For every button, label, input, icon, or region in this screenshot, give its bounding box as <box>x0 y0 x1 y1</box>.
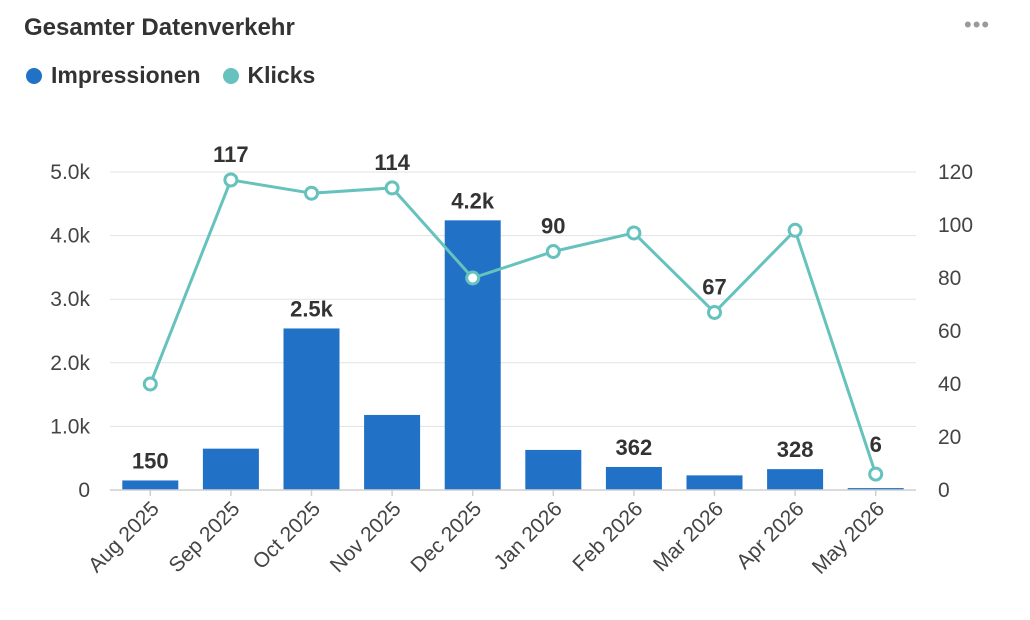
y-left-tick-label: 5.0k <box>50 161 90 184</box>
clicks-point-mar-2026[interactable] <box>707 304 722 320</box>
clicks-point-jan-2026[interactable] <box>545 244 561 259</box>
clicks-point-feb-2026[interactable] <box>626 225 642 241</box>
y-left-tick-label: 4.0k <box>50 225 90 248</box>
y-left-tick-label: 2.0k <box>50 352 90 375</box>
x-tick-label: May 2026 <box>808 497 889 578</box>
x-tick-label: Nov 2025 <box>326 497 406 577</box>
clicks-data-label: 114 <box>374 150 410 175</box>
y-right-tick-label: 60 <box>938 320 961 343</box>
bar-feb-2026[interactable] <box>605 466 662 490</box>
y-left-tick-label: 0 <box>78 479 90 502</box>
legend-label-impressions: Impressionen <box>51 62 201 88</box>
legend-item-impressions[interactable]: Impressionen <box>26 62 201 89</box>
clicks-data-label: 117 <box>213 142 249 167</box>
bar-sep-2025[interactable] <box>202 448 259 490</box>
bar-nov-2025[interactable] <box>364 414 421 490</box>
y-left-tick-label: 3.0k <box>50 288 90 311</box>
x-tick-label: Dec 2025 <box>406 497 486 577</box>
y-right-tick-label: 100 <box>938 214 973 237</box>
x-tick-label: Mar 2026 <box>649 497 728 576</box>
bar-apr-2026[interactable] <box>767 469 824 490</box>
clicks-point-oct-2025[interactable] <box>304 185 319 201</box>
x-tick-label: Aug 2025 <box>84 497 164 577</box>
bar-may-2026[interactable] <box>847 488 904 490</box>
clicks-point-may-2026[interactable] <box>868 466 884 482</box>
bar-data-label: 362 <box>616 435 653 460</box>
clicks-line <box>148 178 878 475</box>
y-right-tick-label: 120 <box>938 161 973 184</box>
bar-data-label: 328 <box>777 437 814 462</box>
clicks-data-label: 67 <box>702 274 726 299</box>
clicks-data-label: 6 <box>870 432 882 457</box>
more-options-icon[interactable]: ••• <box>964 12 991 37</box>
x-tick-label: Jan 2026 <box>489 497 566 574</box>
legend: Impressionen Klicks <box>26 62 315 89</box>
y-left-tick-label: 1.0k <box>50 415 90 438</box>
bar-aug-2025[interactable] <box>122 480 179 490</box>
x-tick-label: Sep 2025 <box>165 497 245 577</box>
legend-label-clicks: Klicks <box>247 62 316 88</box>
x-tick-label: Feb 2026 <box>568 497 647 576</box>
clicks-point-aug-2025[interactable] <box>142 376 158 392</box>
clicks-point-dec-2025[interactable] <box>465 270 481 286</box>
legend-dot-clicks <box>222 67 239 84</box>
bar-data-label: 2.5k <box>290 296 334 321</box>
bar-dec-2025[interactable] <box>444 220 501 490</box>
bar-jan-2026[interactable] <box>525 449 582 490</box>
x-tick-label: Oct 2025 <box>249 497 326 574</box>
y-right-tick-label: 0 <box>938 479 950 502</box>
chart-title: Gesamter Datenverkehr <box>24 14 295 41</box>
legend-dot-impressions <box>26 67 42 84</box>
clicks-point-apr-2026[interactable] <box>787 222 803 238</box>
clicks-point-sep-2025[interactable] <box>223 172 239 188</box>
bar-oct-2025[interactable] <box>283 328 340 490</box>
bar-data-label: 150 <box>132 448 169 473</box>
legend-item-clicks[interactable]: Klicks <box>222 62 316 89</box>
bar-mar-2026[interactable] <box>686 475 743 490</box>
x-tick-label: Apr 2026 <box>732 497 809 574</box>
y-right-tick-label: 40 <box>938 373 961 396</box>
y-right-tick-label: 80 <box>938 267 961 290</box>
clicks-point-nov-2025[interactable] <box>384 180 400 196</box>
clicks-data-label: 90 <box>541 214 565 239</box>
bar-data-label: 4.2k <box>451 188 495 213</box>
y-right-tick-label: 20 <box>938 426 961 449</box>
